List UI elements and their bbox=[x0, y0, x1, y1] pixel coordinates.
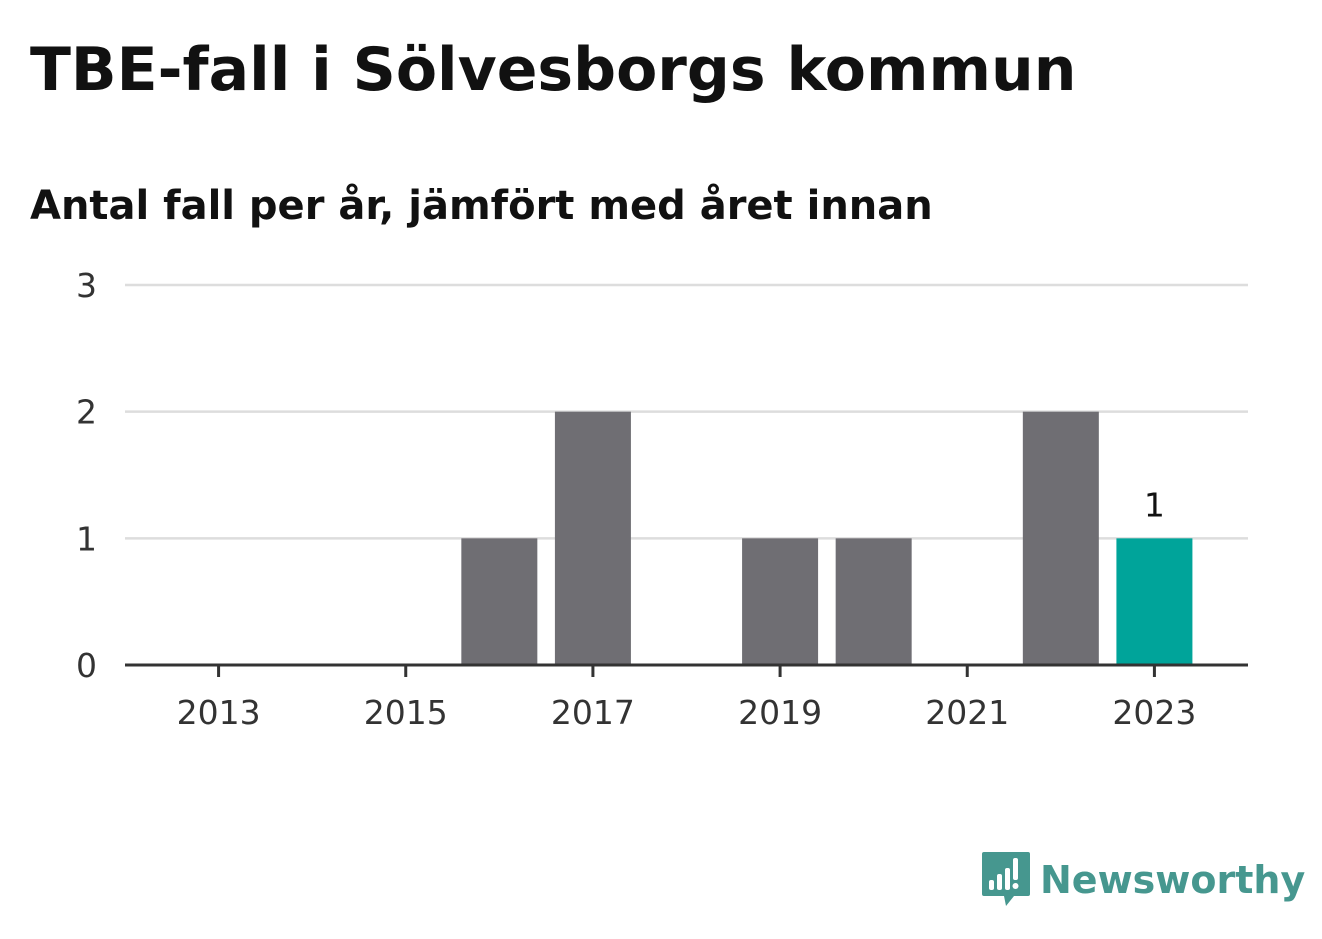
x-tick-label: 2019 bbox=[738, 693, 822, 732]
chart-subtitle: Antal fall per år, jämfört med året inna… bbox=[30, 183, 933, 229]
bar-chart: 0 1 2 3 2013 2015 2017 2019 2021 2023 1 bbox=[76, 266, 1248, 732]
y-tick-label: 0 bbox=[76, 646, 97, 685]
bars bbox=[461, 411, 1193, 665]
x-tick-label: 2023 bbox=[1112, 693, 1196, 732]
labels: 0 1 2 3 2013 2015 2017 2019 2021 2023 1 bbox=[76, 266, 1196, 732]
y-tick-label: 1 bbox=[76, 519, 97, 558]
y-tick-label: 3 bbox=[76, 266, 97, 305]
x-tick-label: 2021 bbox=[925, 693, 1009, 732]
bar-2020 bbox=[835, 538, 912, 665]
bar-2019 bbox=[742, 538, 819, 665]
x-tick-label: 2017 bbox=[551, 693, 635, 732]
brand-name: Newsworthy bbox=[1040, 858, 1306, 902]
newsworthy-logo-icon bbox=[982, 852, 1030, 906]
bar-2016 bbox=[461, 538, 538, 665]
y-tick-label: 2 bbox=[76, 393, 97, 432]
x-tick-label: 2013 bbox=[177, 693, 261, 732]
bar-2017 bbox=[554, 411, 631, 665]
data-label-2023: 1 bbox=[1144, 485, 1165, 524]
bar-2023 bbox=[1116, 538, 1193, 665]
bar-2022 bbox=[1022, 411, 1099, 665]
axes bbox=[125, 663, 1248, 677]
x-tick-label: 2015 bbox=[364, 693, 448, 732]
newsworthy-logo[interactable]: Newsworthy bbox=[980, 850, 1305, 910]
chart-title: TBE-fall i Sölvesborgs kommun bbox=[30, 35, 1077, 105]
